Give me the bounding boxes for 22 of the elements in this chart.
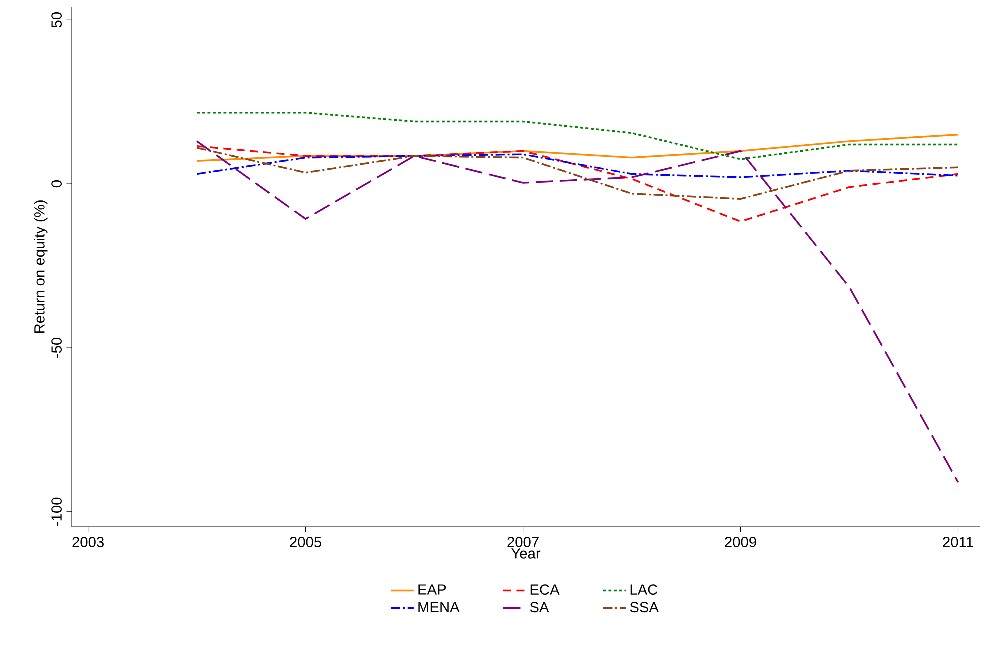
line-series: [196, 140, 960, 484]
legend-label: SSA: [630, 602, 659, 613]
line-series: [196, 145, 960, 223]
legend-label: EAP: [418, 584, 446, 595]
legend-label: ECA: [530, 584, 560, 595]
x-tick-label: 2007: [508, 537, 539, 548]
line-series: [196, 147, 960, 200]
x-tick-label: 2009: [725, 537, 756, 548]
line-series: [196, 154, 960, 178]
y-tick-label: 50: [52, 12, 62, 28]
y-tick-label: -100: [52, 498, 62, 526]
legend-label: LAC: [630, 584, 658, 595]
legend-label: SA: [530, 602, 550, 613]
x-tick-label: 2003: [72, 537, 104, 548]
y-tick-label: 0: [52, 180, 62, 188]
y-tick-label: -50: [52, 338, 62, 358]
line-series: [196, 112, 960, 160]
legend-label: MENA: [418, 602, 460, 612]
y-axis-title: Return on equity (%): [34, 200, 48, 334]
x-tick-label: 2005: [290, 537, 322, 548]
x-axis-title: Year: [512, 548, 541, 559]
x-tick-label: 2011: [943, 537, 974, 548]
